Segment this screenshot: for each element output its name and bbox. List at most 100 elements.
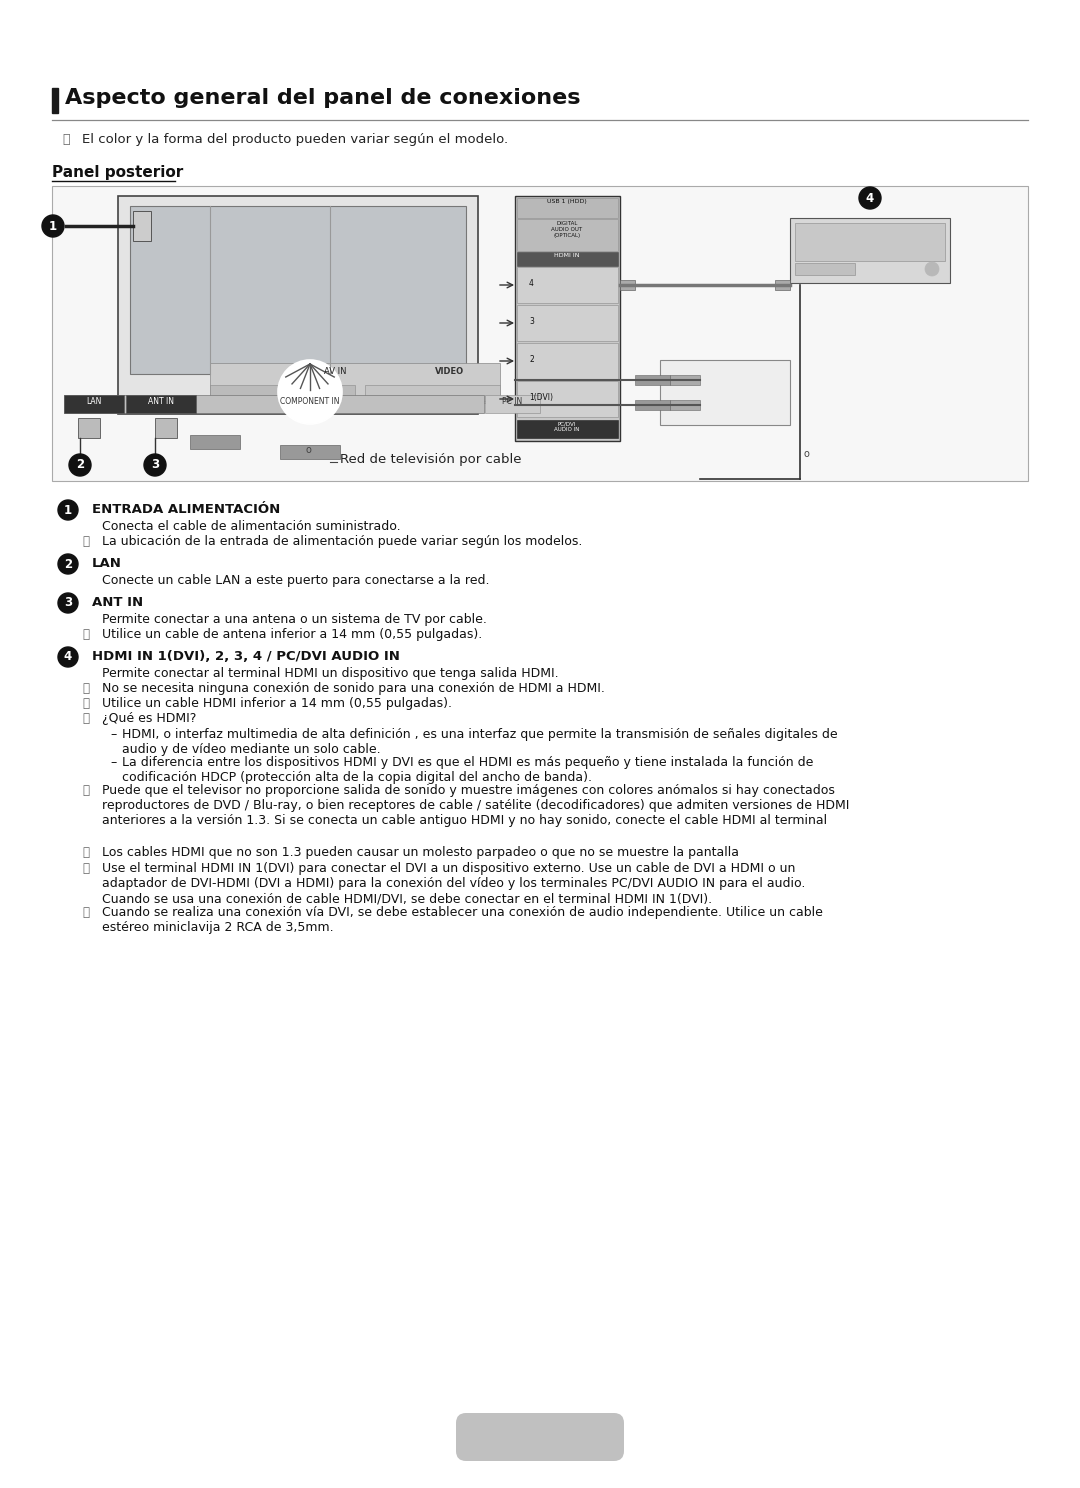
Text: ⓘ: ⓘ	[82, 906, 89, 920]
Text: COMPONENT IN: COMPONENT IN	[280, 397, 340, 406]
Text: Aspecto general del panel de conexiones: Aspecto general del panel de conexiones	[65, 88, 581, 109]
Text: HDMI IN: HDMI IN	[554, 253, 580, 257]
Bar	[130, 205, 465, 373]
Bar	[517, 305, 618, 341]
Bar	[795, 223, 945, 260]
Bar	[190, 434, 240, 449]
Text: ⓘ: ⓘ	[82, 711, 89, 725]
Bar	[52, 186, 1028, 481]
Bar	[517, 198, 618, 219]
Bar	[775, 280, 789, 290]
Text: 1: 1	[64, 503, 72, 516]
Bar	[485, 394, 540, 414]
Text: 2: 2	[76, 458, 84, 472]
Bar	[517, 266, 618, 304]
Text: LAN: LAN	[86, 397, 102, 406]
Text: o: o	[804, 449, 809, 458]
Bar	[670, 400, 700, 411]
Text: 2: 2	[529, 356, 534, 365]
Text: DIGITAL
AUDIO OUT
(OPTICAL): DIGITAL AUDIO OUT (OPTICAL)	[552, 222, 582, 238]
Text: HDMI, o interfaz multimedia de alta definición , es una interfaz que permite la : HDMI, o interfaz multimedia de alta defi…	[122, 728, 838, 756]
Text: ⓘ: ⓘ	[82, 784, 89, 798]
Circle shape	[278, 360, 342, 424]
Bar	[52, 88, 58, 113]
Bar	[517, 219, 618, 251]
Bar	[660, 360, 789, 426]
Bar	[517, 251, 618, 266]
Text: VIDEO: VIDEO	[435, 368, 464, 376]
Text: 1: 1	[49, 220, 57, 232]
Text: ⓘ: ⓘ	[82, 862, 89, 875]
Circle shape	[58, 554, 78, 574]
Text: La ubicación de la entrada de alimentación puede variar según los modelos.: La ubicación de la entrada de alimentaci…	[102, 536, 582, 548]
Bar	[620, 280, 635, 290]
Text: El color y la forma del producto pueden variar según el modelo.: El color y la forma del producto pueden …	[82, 132, 508, 146]
Bar	[78, 418, 100, 437]
FancyBboxPatch shape	[456, 1414, 624, 1461]
Bar	[515, 196, 620, 440]
Bar	[635, 400, 670, 411]
Text: ⓘ: ⓘ	[82, 536, 89, 548]
Bar	[228, 388, 368, 397]
Text: ⓘ: ⓘ	[82, 628, 89, 641]
Text: Cuando se realiza una conexión vía DVI, se debe establecer una conexión de audio: Cuando se realiza una conexión vía DVI, …	[102, 906, 823, 934]
Bar	[118, 196, 478, 414]
Text: ANT IN: ANT IN	[148, 397, 174, 406]
Text: Use el terminal HDMI IN 1(DVI) para conectar el DVI a un dispositivo externo. Us: Use el terminal HDMI IN 1(DVI) para cone…	[102, 862, 806, 905]
Bar	[670, 375, 700, 385]
Bar	[635, 375, 670, 385]
Text: Puede que el televisor no proporcione salida de sonido y muestre imágenes con co: Puede que el televisor no proporcione sa…	[102, 784, 849, 827]
Circle shape	[42, 214, 64, 237]
Text: USB 1 (HDD): USB 1 (HDD)	[548, 199, 586, 204]
Bar	[133, 211, 151, 241]
Text: Panel posterior: Panel posterior	[52, 165, 184, 180]
Text: Conecte un cable LAN a este puerto para conectarse a la red.: Conecte un cable LAN a este puerto para …	[102, 574, 489, 586]
Bar	[517, 344, 618, 379]
Bar	[517, 381, 618, 417]
Text: –: –	[110, 728, 117, 741]
Circle shape	[144, 454, 166, 476]
Text: 4: 4	[64, 650, 72, 664]
Text: Conecta el cable de alimentación suministrado.: Conecta el cable de alimentación suminis…	[102, 519, 401, 533]
Bar	[517, 420, 618, 437]
Text: La diferencia entre los dispositivos HDMI y DVI es que el HDMI es más pequeño y : La diferencia entre los dispositivos HDM…	[122, 756, 813, 784]
Text: 4: 4	[529, 278, 534, 289]
Text: ANT IN: ANT IN	[92, 597, 144, 609]
Text: AV IN: AV IN	[324, 368, 347, 376]
Text: LAN: LAN	[92, 557, 122, 570]
Bar	[218, 397, 378, 405]
Bar	[280, 445, 340, 458]
Text: Utilice un cable de antena inferior a 14 mm (0,55 pulgadas).: Utilice un cable de antena inferior a 14…	[102, 628, 483, 641]
Bar	[126, 394, 195, 414]
Circle shape	[58, 647, 78, 667]
Text: No se necesita ninguna conexión de sonido para una conexión de HDMI a HDMI.: No se necesita ninguna conexión de sonid…	[102, 682, 605, 695]
Circle shape	[58, 500, 78, 519]
Text: PC IN: PC IN	[502, 397, 522, 406]
Text: Permite conectar a una antena o un sistema de TV por cable.: Permite conectar a una antena o un siste…	[102, 613, 487, 626]
Text: Español - 10: Español - 10	[483, 1428, 597, 1446]
Circle shape	[924, 262, 939, 275]
Bar	[156, 418, 177, 437]
Text: Red de televisión por cable: Red de televisión por cable	[340, 452, 522, 466]
Text: ⓘ: ⓘ	[62, 132, 69, 146]
Bar	[789, 219, 950, 283]
Text: Los cables HDMI que no son 1.3 pueden causar un molesto parpadeo o que no se mue: Los cables HDMI que no son 1.3 pueden ca…	[102, 847, 739, 859]
Text: ENTRADA ALIMENTACIÓN: ENTRADA ALIMENTACIÓN	[92, 503, 280, 516]
Text: ⓘ: ⓘ	[82, 847, 89, 859]
Text: ¿Qué es HDMI?: ¿Qué es HDMI?	[102, 711, 197, 725]
Text: 1(DVI): 1(DVI)	[529, 393, 553, 402]
Circle shape	[69, 454, 91, 476]
Bar	[64, 394, 124, 414]
Bar	[276, 373, 320, 382]
Text: Utilice un cable HDMI inferior a 14 mm (0,55 pulgadas).: Utilice un cable HDMI inferior a 14 mm (…	[102, 696, 453, 710]
Text: 3: 3	[151, 458, 159, 472]
Text: 3: 3	[64, 597, 72, 610]
Text: 2: 2	[64, 558, 72, 570]
Bar	[365, 385, 500, 400]
Text: –: –	[110, 756, 117, 769]
Bar	[210, 385, 355, 400]
Bar	[795, 263, 855, 275]
Text: o: o	[305, 445, 311, 455]
Text: HDMI IN 1(DVI), 2, 3, 4 / PC/DVI AUDIO IN: HDMI IN 1(DVI), 2, 3, 4 / PC/DVI AUDIO I…	[92, 650, 400, 664]
Bar	[210, 363, 500, 403]
